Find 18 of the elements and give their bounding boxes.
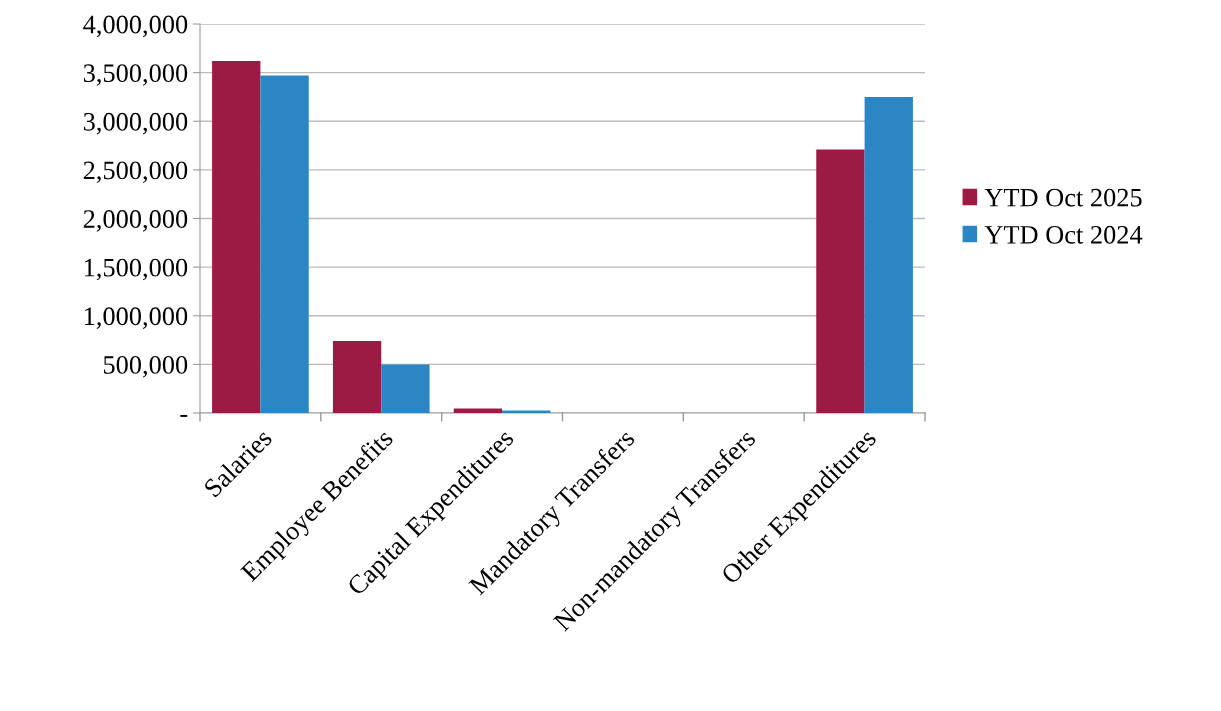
bar <box>381 364 430 413</box>
y-tick-label: 1,000,000 <box>84 307 188 329</box>
bar <box>332 341 382 413</box>
legend-label: YTD Oct 2025 <box>984 188 1142 207</box>
bar <box>212 60 261 413</box>
bar <box>816 149 865 413</box>
bar <box>260 75 309 413</box>
y-tick-label: 2,500,000 <box>83 161 188 184</box>
y-tick-label: 3,500,000 <box>83 64 188 86</box>
legend-label: YTD Oct 2024 <box>984 225 1143 244</box>
bar <box>864 96 913 413</box>
bar <box>453 408 503 413</box>
y-tick-label: 2,000,000 <box>83 210 188 232</box>
y-tick-label: 3,000,000 <box>83 112 188 135</box>
y-tick-label: 4,000,000 <box>83 15 188 38</box>
y-tick-label: 500,000 <box>103 355 188 378</box>
y-tick-label: - <box>180 414 188 417</box>
y-tick-label: 1,500,000 <box>84 258 188 281</box>
